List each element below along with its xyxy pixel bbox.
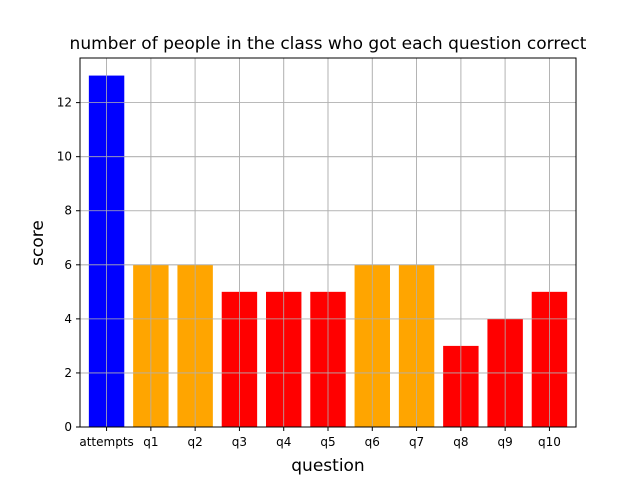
x-tick-label: q7	[409, 435, 424, 449]
x-tick-label: attempts	[79, 435, 133, 449]
y-tick-label: 6	[64, 258, 72, 272]
y-tick-label: 4	[64, 312, 72, 326]
x-tick-label: q10	[538, 435, 561, 449]
x-tick-label: q6	[365, 435, 380, 449]
x-tick-label: q2	[188, 435, 203, 449]
bars	[80, 58, 576, 428]
x-tick-label: q5	[320, 435, 335, 449]
axes	[76, 57, 577, 431]
y-axis-label: score	[28, 220, 48, 266]
x-tick-label: q9	[498, 435, 513, 449]
y-tick-label: 12	[57, 96, 72, 110]
x-tick-label: q8	[453, 435, 468, 449]
x-tick-label: q4	[276, 435, 291, 449]
x-tick-label: q1	[143, 435, 158, 449]
tick-labels: attempts q1 q2 q3 q4 q5 q6 q7 q8 q9 q10 0 2 4 6 8 10 12	[57, 96, 561, 449]
chart-title: number of people in the class who got ea…	[70, 34, 587, 54]
y-tick-label: 2	[64, 366, 72, 380]
y-tick-label: 0	[64, 420, 72, 434]
x-tick-label: q3	[232, 435, 247, 449]
y-tick-label: 8	[64, 204, 72, 218]
x-axis-label: question	[291, 456, 364, 476]
y-tick-label: 10	[57, 150, 72, 164]
